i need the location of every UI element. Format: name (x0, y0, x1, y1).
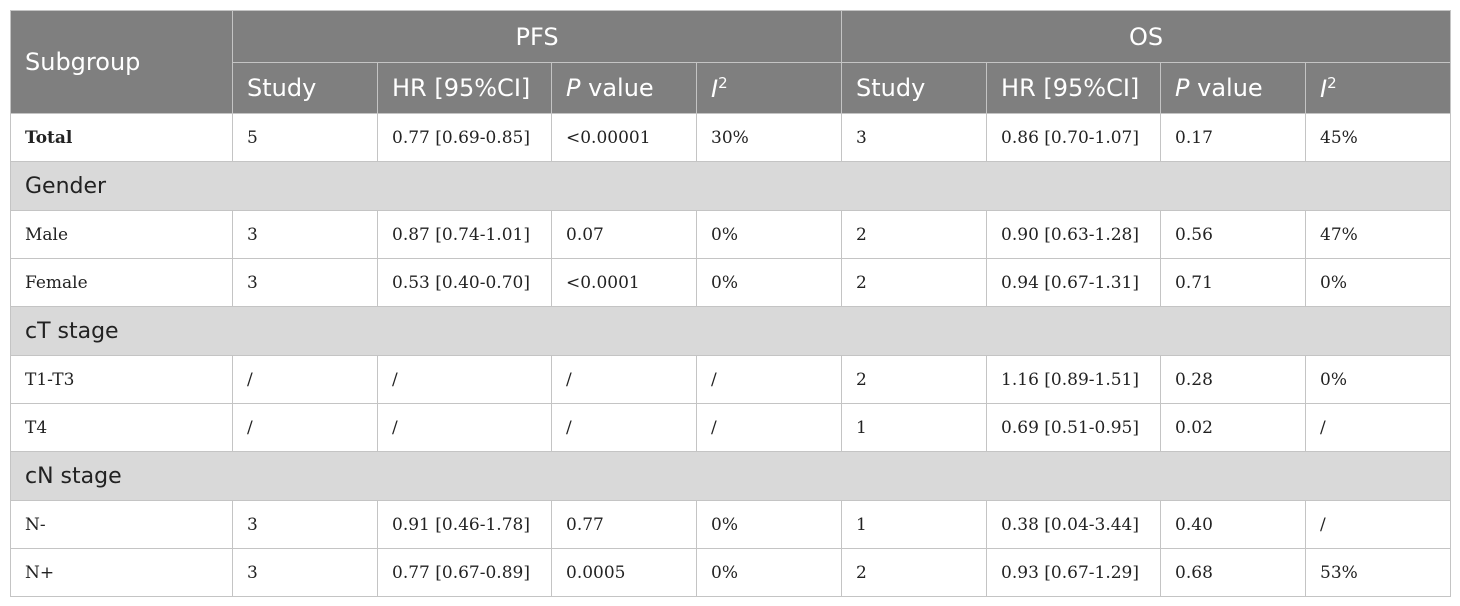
table-row: T4 / / / / 1 0.69 [0.51-0.95] 0.02 / (10, 403, 1452, 452)
pfs-pvalue-cell: / (551, 355, 697, 404)
os-i2-cell: 53% (1305, 548, 1452, 597)
table-header: Subgroup PFS OS Study HR [95%CI] P value… (10, 10, 1452, 114)
os-i2-cell: 47% (1305, 210, 1452, 259)
pfs-hr-cell: 0.87 [0.74-1.01] (377, 210, 552, 259)
pfs-hr-cell: / (377, 403, 552, 452)
pfs-hr-cell: 0.53 [0.40-0.70] (377, 258, 552, 307)
os-hr-cell: 0.90 [0.63-1.28] (986, 210, 1162, 259)
header-pfs-i2: I2 (695, 62, 843, 114)
section-title: Gender (9, 161, 1452, 211)
row-label: Total (10, 113, 233, 162)
p-word: value (1189, 74, 1263, 102)
os-pvalue-cell: 0.71 (1160, 258, 1307, 307)
i-sup: 2 (1327, 73, 1337, 92)
section-row-gender: Gender (9, 161, 1452, 211)
pfs-i2-cell: 0% (695, 548, 843, 597)
os-pvalue-cell: 0.56 (1160, 210, 1307, 259)
pfs-study-cell: 3 (232, 258, 378, 307)
pfs-pvalue-cell: 0.77 (551, 500, 697, 549)
pfs-i2-cell: 0% (695, 210, 843, 259)
header-pfs-study: Study (232, 62, 378, 114)
pfs-study-cell: 3 (232, 500, 378, 549)
header-pfs-pvalue: P value (551, 62, 697, 114)
pfs-pvalue-cell: <0.00001 (551, 113, 697, 162)
os-hr-cell: 0.86 [0.70-1.07] (986, 113, 1162, 162)
row-label: N+ (10, 548, 233, 597)
table-row-total: Total 5 0.77 [0.69-0.85] <0.00001 30% 3 … (10, 113, 1452, 162)
pfs-study-cell: / (232, 403, 378, 452)
section-title: cT stage (9, 306, 1452, 356)
table-row: T1-T3 / / / / 2 1.16 [0.89-1.51] 0.28 0% (10, 355, 1452, 404)
pfs-hr-cell: 0.77 [0.69-0.85] (377, 113, 552, 162)
subgroup-analysis-table: Subgroup PFS OS Study HR [95%CI] P value… (9, 10, 1452, 597)
os-hr-cell: 1.16 [0.89-1.51] (986, 355, 1162, 404)
pfs-i2-cell: / (695, 355, 843, 404)
header-pfs-hr: HR [95%CI] (377, 62, 552, 114)
pfs-i2-cell: / (695, 403, 843, 452)
header-pfs: PFS (231, 10, 843, 63)
header-os-i2: I2 (1305, 62, 1452, 114)
pfs-hr-cell: / (377, 355, 552, 404)
pfs-i2-cell: 0% (695, 500, 843, 549)
os-pvalue-cell: 0.40 (1160, 500, 1307, 549)
os-study-cell: 2 (841, 258, 988, 307)
os-study-cell: 1 (841, 403, 988, 452)
header-os: OS (841, 10, 1452, 63)
row-label: N- (10, 500, 233, 549)
pfs-study-cell: 3 (232, 548, 378, 597)
os-hr-cell: 0.94 [0.67-1.31] (986, 258, 1162, 307)
pfs-pvalue-cell: <0.0001 (551, 258, 697, 307)
p-letter: P (1175, 74, 1190, 102)
header-subgroup: Subgroup (10, 10, 233, 114)
table-row: Male 3 0.87 [0.74-1.01] 0.07 0% 2 0.90 [… (10, 210, 1452, 259)
section-row-ct-stage: cT stage (9, 306, 1452, 356)
os-hr-cell: 0.38 [0.04-3.44] (986, 500, 1162, 549)
pfs-hr-cell: 0.91 [0.46-1.78] (377, 500, 552, 549)
pfs-pvalue-cell: / (551, 403, 697, 452)
os-study-cell: 2 (841, 210, 988, 259)
os-study-cell: 1 (841, 500, 988, 549)
os-pvalue-cell: 0.28 (1160, 355, 1307, 404)
pfs-pvalue-cell: 0.07 (551, 210, 697, 259)
header-os-pvalue: P value (1160, 62, 1307, 114)
os-i2-cell: 0% (1305, 258, 1452, 307)
os-hr-cell: 0.93 [0.67-1.29] (986, 548, 1162, 597)
os-i2-cell: / (1305, 403, 1452, 452)
table-row: N- 3 0.91 [0.46-1.78] 0.77 0% 1 0.38 [0.… (10, 500, 1452, 549)
header-os-study: Study (841, 62, 988, 114)
row-label: Female (10, 258, 233, 307)
pfs-i2-cell: 30% (695, 113, 843, 162)
os-pvalue-cell: 0.02 (1160, 403, 1307, 452)
section-row-cn-stage: cN stage (9, 451, 1452, 501)
i-sup: 2 (718, 73, 728, 92)
os-study-cell: 2 (841, 355, 988, 404)
table-row: Female 3 0.53 [0.40-0.70] <0.0001 0% 2 0… (10, 258, 1452, 307)
os-study-cell: 3 (841, 113, 988, 162)
i-letter: I (1320, 74, 1328, 103)
i-letter: I (711, 74, 719, 103)
p-letter: P (566, 74, 581, 102)
pfs-study-cell: 5 (232, 113, 378, 162)
pfs-pvalue-cell: 0.0005 (551, 548, 697, 597)
os-pvalue-cell: 0.17 (1160, 113, 1307, 162)
row-label: T1-T3 (10, 355, 233, 404)
os-hr-cell: 0.69 [0.51-0.95] (986, 403, 1162, 452)
pfs-hr-cell: 0.77 [0.67-0.89] (377, 548, 552, 597)
os-pvalue-cell: 0.68 (1160, 548, 1307, 597)
section-title: cN stage (9, 451, 1452, 501)
table-row: N+ 3 0.77 [0.67-0.89] 0.0005 0% 2 0.93 [… (10, 548, 1452, 597)
row-label: T4 (10, 403, 233, 452)
table-body: Total 5 0.77 [0.69-0.85] <0.00001 30% 3 … (9, 113, 1452, 597)
pfs-study-cell: 3 (232, 210, 378, 259)
pfs-i2-cell: 0% (695, 258, 843, 307)
os-i2-cell: 45% (1305, 113, 1452, 162)
pfs-study-cell: / (232, 355, 378, 404)
os-i2-cell: / (1305, 500, 1452, 549)
os-study-cell: 2 (841, 548, 988, 597)
header-os-hr: HR [95%CI] (986, 62, 1162, 114)
p-word: value (580, 74, 654, 102)
os-i2-cell: 0% (1305, 355, 1452, 404)
row-label: Male (10, 210, 233, 259)
